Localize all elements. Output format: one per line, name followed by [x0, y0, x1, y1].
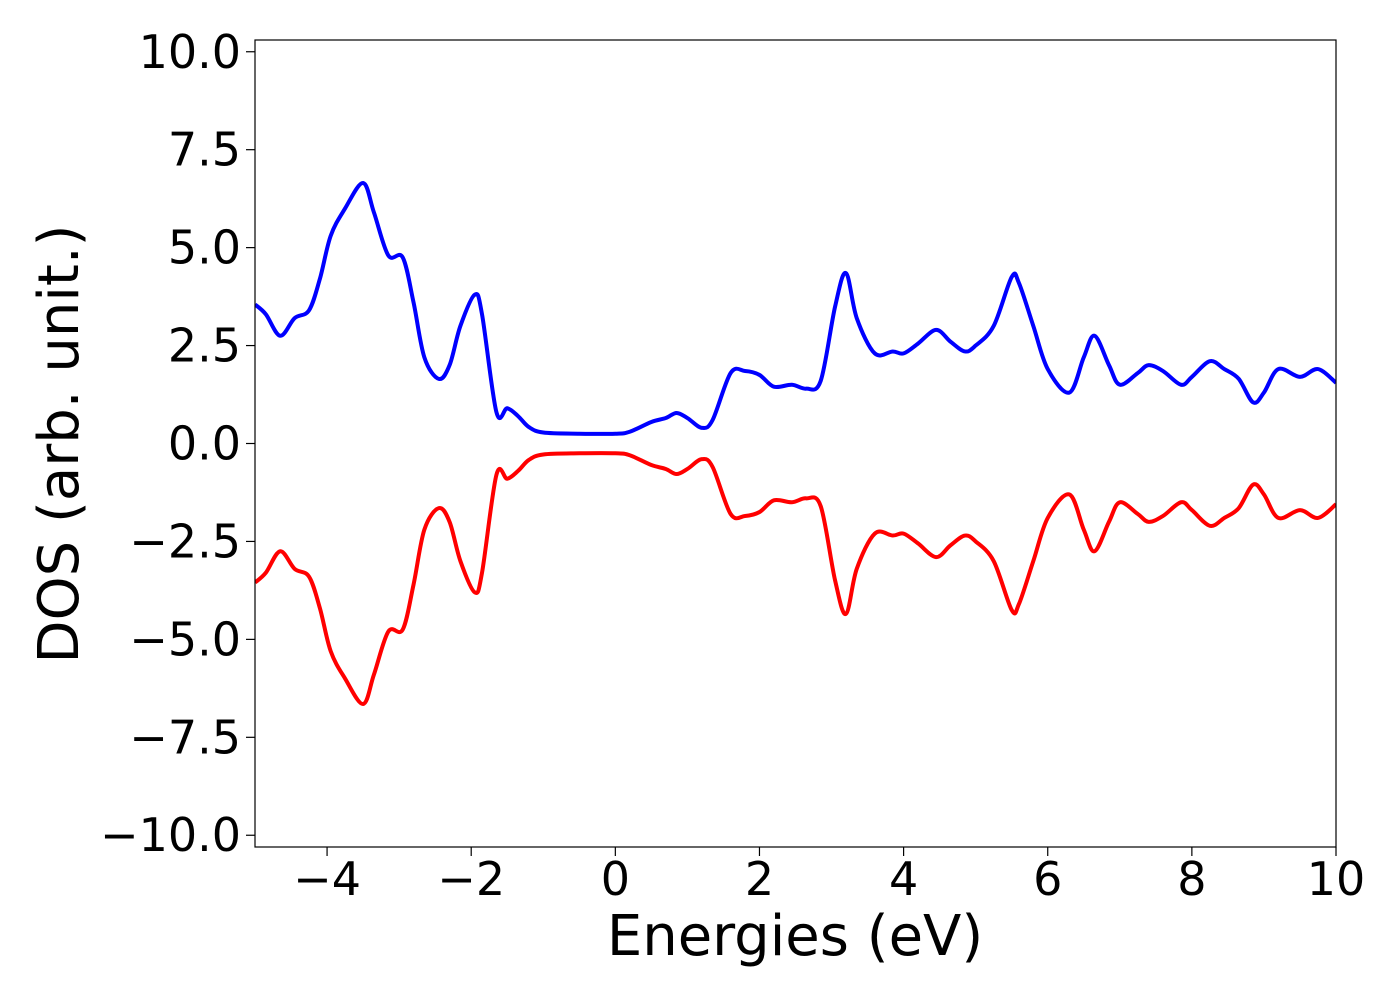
x-axis-label: Energies (eV): [607, 904, 983, 969]
y-tick-label: −7.5: [129, 710, 241, 764]
x-tick-label: −2: [437, 852, 505, 906]
y-tick-label: −5.0: [129, 612, 241, 666]
x-tick-label: 0: [601, 852, 630, 906]
y-tick-label: 5.0: [168, 221, 241, 275]
y-tick-label: 2.5: [168, 319, 241, 373]
spin-down-dos-line: [255, 451, 1336, 707]
y-tick-label: −2.5: [129, 514, 241, 568]
x-tick-label: 8: [1177, 852, 1206, 906]
x-tick-label: 6: [1033, 852, 1062, 906]
x-tick-label: 4: [889, 852, 918, 906]
x-axis-ticks: −4 −2 0 2 4 6 8 10: [293, 847, 1365, 906]
y-tick-label: 10.0: [139, 25, 241, 79]
x-tick-label: 2: [745, 852, 774, 906]
x-tick-label: 10: [1307, 852, 1366, 906]
spin-up-dos-line: [255, 180, 1336, 436]
y-tick-label: 7.5: [168, 123, 241, 177]
y-tick-label: −10.0: [100, 808, 241, 862]
plot-frame: [254, 39, 1337, 848]
y-axis-label: DOS (arb. unit.): [27, 224, 92, 663]
y-axis-ticks: −10.0 −7.5 −5.0 −2.5 0.0 2.5 5.0 7.5 10.0: [100, 25, 255, 862]
y-tick-label: 0.0: [168, 417, 241, 471]
series-layer: [255, 180, 1336, 707]
x-tick-label: −4: [293, 852, 361, 906]
